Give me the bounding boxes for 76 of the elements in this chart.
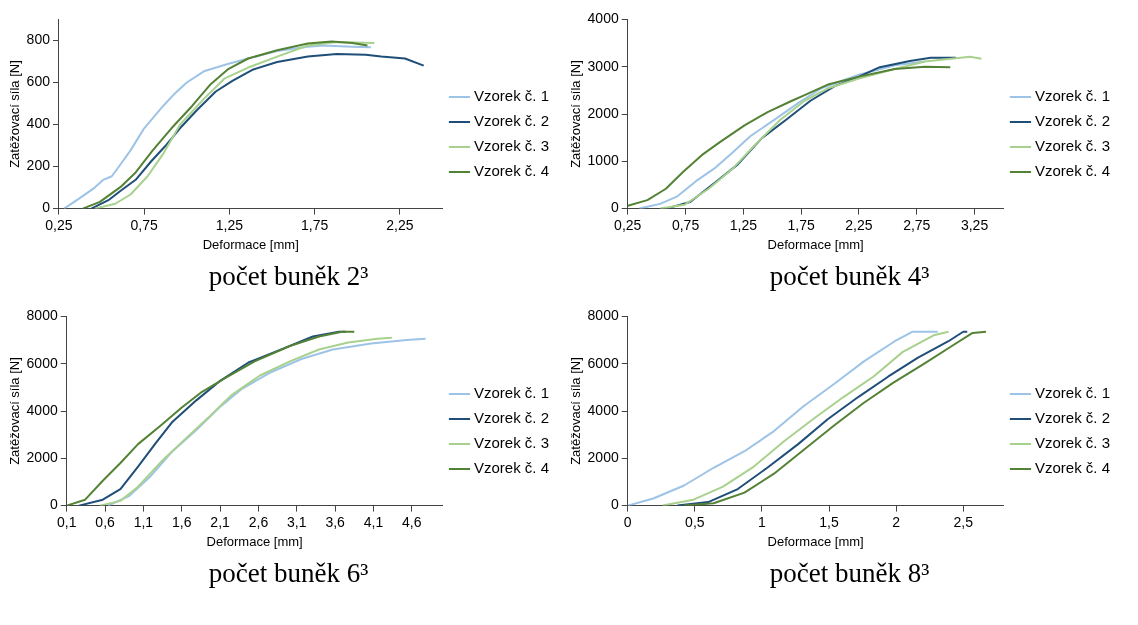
legend-label: Vzorek č. 4 <box>473 459 549 477</box>
x-tick-label: 2,1 <box>210 513 231 530</box>
text: počet buněk 2³ <box>208 260 369 293</box>
x-tick-label: 1,75 <box>301 216 329 233</box>
legend-label: Vzorek č. 3 <box>1034 137 1110 155</box>
x-tick-label: 0,1 <box>57 513 77 530</box>
text: počet buněk 8³ <box>769 557 930 590</box>
y-tick-label: 0 <box>610 199 619 216</box>
y-tick-label: 0 <box>610 496 619 513</box>
x-tick-label: 2,6 <box>248 513 269 530</box>
x-tick-label: 1,25 <box>215 216 244 233</box>
x-axis-title: Deformace [mm] <box>767 533 864 549</box>
y-tick-label: 4000 <box>587 401 619 418</box>
x-tick-label: 1,75 <box>787 216 815 233</box>
text: počet buněk 6³ <box>208 557 369 590</box>
x-tick-label: 0,75 <box>130 216 159 233</box>
y-tick-label: 8000 <box>26 307 58 324</box>
y-tick-label: 0 <box>42 199 51 216</box>
x-tick-label: 2,5 <box>953 513 974 530</box>
text: počet buněk 4³ <box>769 260 930 293</box>
x-axis-title: Deformace [mm] <box>206 533 303 549</box>
x-tick-label: 0,25 <box>614 216 642 233</box>
legend-label: Vzorek č. 1 <box>473 384 549 402</box>
legend-label: Vzorek č. 2 <box>1034 112 1110 130</box>
x-tick-label: 4,6 <box>402 513 422 530</box>
x-tick-label: 0,6 <box>95 513 116 530</box>
x-tick-label: 2 <box>892 513 901 530</box>
x-tick-label: 0,75 <box>671 216 700 233</box>
x-tick-label: 2,25 <box>845 216 873 233</box>
legend-label: Vzorek č. 3 <box>473 434 549 452</box>
y-tick-label: 6000 <box>587 354 619 371</box>
x-tick-label: 3,6 <box>325 513 346 530</box>
y-tick-label: 8000 <box>587 307 619 324</box>
y-tick-label: 3000 <box>587 57 619 74</box>
legend-label: Vzorek č. 4 <box>1034 459 1110 477</box>
legend-label: Vzorek č. 2 <box>1034 409 1110 427</box>
x-tick-label: 2,75 <box>903 216 931 233</box>
legend-label: Vzorek č. 1 <box>473 87 549 105</box>
x-tick-label: 1 <box>758 513 767 530</box>
y-axis-title: Zatěžovací síla [N] <box>568 60 584 168</box>
x-tick-label: 0,5 <box>685 513 705 530</box>
y-axis-title: Zatěžovací síla [N] <box>7 357 23 465</box>
y-tick-label: 2000 <box>587 104 619 121</box>
x-tick-label: 4,1 <box>363 513 384 530</box>
y-tick-label: 6000 <box>26 354 58 371</box>
x-axis-title: Deformace [mm] <box>767 236 864 252</box>
x-tick-label: 0 <box>623 513 632 530</box>
legend-label: Vzorek č. 2 <box>473 409 549 427</box>
y-tick-label: 800 <box>26 31 51 48</box>
legend-label: Vzorek č. 2 <box>473 112 549 130</box>
y-tick-label: 400 <box>26 115 51 132</box>
y-tick-label: 2000 <box>26 449 58 466</box>
y-axis-title: Zatěžovací síla [N] <box>568 357 584 465</box>
y-tick-label: 600 <box>26 73 51 90</box>
y-tick-label: 4000 <box>587 10 619 27</box>
y-tick-label: 1000 <box>587 152 619 169</box>
y-tick-label: 4000 <box>26 401 58 418</box>
x-tick-label: 3,1 <box>287 513 307 530</box>
x-tick-label: 3,25 <box>960 216 989 233</box>
y-axis-title: Zatěžovací síla [N] <box>7 60 23 168</box>
x-tick-label: 1,1 <box>133 513 154 530</box>
y-tick-label: 200 <box>26 157 51 174</box>
y-tick-label: 0 <box>49 496 58 513</box>
legend-label: Vzorek č. 1 <box>1034 87 1110 105</box>
x-tick-label: 2,25 <box>386 216 414 233</box>
x-tick-label: 1,25 <box>729 216 758 233</box>
y-tick-label: 2000 <box>587 449 619 466</box>
legend-label: Vzorek č. 3 <box>1034 434 1110 452</box>
legend-label: Vzorek č. 1 <box>1034 384 1110 402</box>
x-axis-title: Deformace [mm] <box>202 236 299 252</box>
legend-label: Vzorek č. 4 <box>473 162 549 180</box>
legend-label: Vzorek č. 3 <box>473 137 549 155</box>
x-tick-label: 1,5 <box>819 513 839 530</box>
x-tick-label: 0,25 <box>45 216 73 233</box>
legend-label: Vzorek č. 4 <box>1034 162 1110 180</box>
x-tick-label: 1,6 <box>172 513 192 530</box>
